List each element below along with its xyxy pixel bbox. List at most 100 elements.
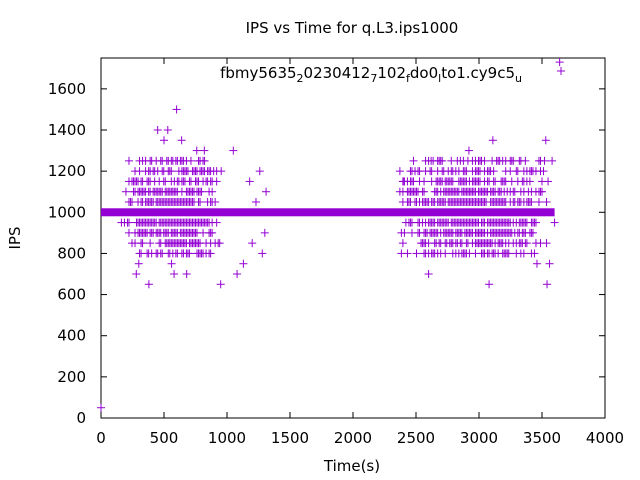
data-point [555,58,564,67]
data-point [186,156,195,165]
data-point [521,156,530,165]
legend-label-part: l [438,72,441,85]
data-point [489,167,498,176]
data-point [528,228,537,237]
data-point [544,177,553,186]
data-point [185,249,194,258]
data-point [132,270,141,278]
data-point [229,146,238,155]
data-point [395,167,404,176]
legend-label-part: 2 [297,72,304,85]
data-point [530,249,539,258]
y-tick-label: 1600 [48,80,86,98]
data-point [97,403,105,412]
data-point [531,218,540,227]
x-tick-label: 3000 [460,429,498,447]
y-axis-label: IPS [6,227,24,250]
data-point [504,249,513,258]
data-point [206,249,215,258]
legend: fbmy5635202304127102fdo0lto1.cy9c5u [220,64,565,85]
y-tick-label: 1200 [48,162,86,180]
data-point [541,136,550,145]
data-point [538,187,546,196]
x-tick-label: 2500 [397,429,435,447]
data-point [464,146,473,155]
data-point [519,249,528,258]
data-point [124,156,133,165]
series-baseline [101,208,555,217]
data-point [182,270,191,278]
data-point [153,126,162,134]
data-point [399,177,408,186]
data-point [485,280,494,289]
series-points [97,58,564,412]
data-point [212,177,221,186]
x-tick-label: 3500 [523,429,561,447]
legend-label-part: u [515,72,522,85]
data-point [540,156,549,165]
data-point [420,187,429,196]
data-point [262,187,271,196]
data-point [208,187,217,196]
y-tick-label: 200 [57,368,86,386]
data-point [420,177,429,186]
data-point [424,270,433,278]
legend-marker [557,67,565,75]
data-point [192,146,201,155]
data-point [217,167,226,176]
data-point [548,156,557,165]
legend-label-series-1: fbmy5635202304127102fdo0lto1.cy9c5u [220,64,522,85]
y-tick-label: 800 [57,244,86,262]
data-point [233,270,242,278]
data-point [542,239,551,248]
legend-label-part: 0230412 [304,64,371,82]
legend-label-part: 102 [377,64,406,82]
data-point [480,156,489,165]
data-point [216,280,225,289]
x-tick-label: 500 [150,429,179,447]
baseline-band-fill [101,208,555,217]
data-point [124,218,133,227]
data-point [172,105,181,114]
data-point [167,259,176,268]
data-point [208,228,217,237]
chart-title: IPS vs Time for q.L3.ips1000 [246,19,459,37]
y-tick-label: 1400 [48,121,86,139]
data-point [409,156,418,165]
data-point [260,228,269,237]
data-point [239,259,248,268]
x-tick-label: 4000 [586,429,624,447]
data-point [545,259,554,268]
x-tick-label: 0 [96,429,106,447]
data-point [138,239,147,248]
data-point [177,136,186,145]
data-point [248,239,257,248]
data-point [146,239,155,248]
data-point [532,259,541,268]
data-point [170,270,179,278]
legend-label-part: do0 [410,64,438,82]
data-point [534,198,543,206]
y-axis: 0 200 400 600 800 1000 1200 1400 1600 [48,80,605,427]
x-tick-label: 1500 [271,429,309,447]
data-point [522,239,531,248]
data-point [255,167,264,176]
data-point [439,167,448,176]
data-point [438,156,447,165]
y-tick-label: 400 [57,327,86,345]
data-point [258,249,267,258]
data-point [215,239,224,248]
data-point [427,156,436,165]
data-point [398,239,407,248]
legend-label-part: fbmy5635 [220,64,296,82]
data-point [121,187,130,196]
data-point [211,198,220,206]
y-tick-label: 1000 [48,203,86,221]
data-point [542,198,551,206]
data-point [527,198,536,206]
x-axis-label: Time(s) [323,457,380,475]
x-tick-label: 2000 [334,429,372,447]
data-point [488,136,497,145]
data-point [200,156,209,165]
